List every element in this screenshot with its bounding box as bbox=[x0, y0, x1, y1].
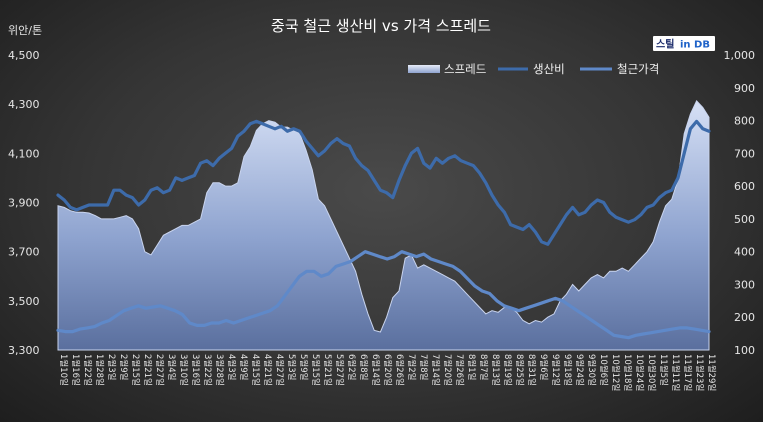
left-tick-label: 4,300 bbox=[8, 98, 40, 111]
logo-text-indb: in DB bbox=[680, 40, 710, 51]
x-tick-label: 5월27일 bbox=[334, 354, 345, 386]
x-tick-label: 10월24일 bbox=[634, 354, 645, 391]
x-tick-label: 4월3일 bbox=[226, 354, 237, 380]
right-tick-label: 900 bbox=[734, 82, 755, 95]
left-tick-label: 3,700 bbox=[8, 246, 40, 259]
x-tick-label: 5월21일 bbox=[322, 354, 333, 386]
logo-background bbox=[653, 36, 715, 51]
x-tick-label: 4월27일 bbox=[274, 354, 285, 386]
x-tick-label: 2월27일 bbox=[154, 354, 165, 386]
logo: 스틸 in DB bbox=[653, 36, 715, 51]
x-tick-label: 7월26일 bbox=[454, 354, 465, 386]
logo-text-steel: 스틸 bbox=[656, 38, 674, 51]
series-cost-line bbox=[56, 119, 711, 246]
x-tick-label: 8월13일 bbox=[490, 354, 501, 386]
x-tick-label: 7월2일 bbox=[406, 354, 417, 380]
x-tick-label: 3월4일 bbox=[166, 354, 177, 380]
x-tick-label: 3월10일 bbox=[178, 354, 189, 386]
right-tick-label: 300 bbox=[734, 278, 755, 291]
x-tick-label: 8월7일 bbox=[478, 354, 489, 380]
chart-title: 중국 철근 생산비 vs 가격 스프레드 bbox=[271, 17, 491, 35]
x-tick-label: 9월30일 bbox=[586, 354, 597, 386]
x-tick-label: 11월17일 bbox=[682, 354, 693, 391]
right-tick-label: 600 bbox=[734, 180, 755, 193]
x-tick-label: 11월11일 bbox=[670, 354, 681, 391]
x-axis: 1월10일 1월16일 1월22일 1월28일 2월3일 2월9일 2월15일 2월21일 2월… bbox=[58, 354, 717, 391]
x-tick-label: 9월6일 bbox=[538, 354, 549, 380]
x-tick-label: 11월5일 bbox=[658, 354, 669, 386]
x-tick-label: 10월6일 bbox=[598, 354, 609, 386]
right-tick-label: 100 bbox=[734, 344, 755, 357]
series-price-line bbox=[56, 250, 711, 340]
x-tick-label: 2월21일 bbox=[142, 354, 153, 386]
legend-label-price: 철근가격 bbox=[617, 62, 659, 76]
legend-item-cost: 생산비 bbox=[498, 62, 565, 76]
x-tick-label: 8월19일 bbox=[502, 354, 513, 386]
x-tick-label: 9월24일 bbox=[574, 354, 585, 386]
x-tick-label: 7월8일 bbox=[418, 354, 429, 380]
plot-area bbox=[56, 100, 711, 351]
x-tick-label: 1월10일 bbox=[58, 354, 69, 386]
x-tick-label: 6월26일 bbox=[394, 354, 405, 386]
x-tick-label: 3월28일 bbox=[214, 354, 225, 386]
right-tick-label: 200 bbox=[734, 311, 755, 324]
x-tick-label: 6월2일 bbox=[346, 354, 357, 380]
legend-item-spread: 스프레드 bbox=[408, 62, 486, 76]
x-tick-label: 4월15일 bbox=[250, 354, 261, 386]
left-tick-label: 3,900 bbox=[8, 197, 40, 210]
right-tick-label: 500 bbox=[734, 213, 755, 226]
x-tick-label: 3월16일 bbox=[190, 354, 201, 386]
x-tick-label: 9월18일 bbox=[562, 354, 573, 386]
x-tick-label: 4월21일 bbox=[262, 354, 273, 386]
legend-label-cost: 생산비 bbox=[533, 62, 565, 76]
x-tick-label: 5월15일 bbox=[310, 354, 321, 386]
x-tick-label: 11월29일 bbox=[706, 354, 717, 391]
left-axis-unit: 위안/톤 bbox=[8, 24, 42, 37]
left-tick-label: 4,100 bbox=[8, 147, 40, 160]
x-tick-label: 8월1일 bbox=[466, 354, 477, 380]
left-tick-label: 4,500 bbox=[8, 49, 40, 62]
x-tick-label: 2월9일 bbox=[118, 354, 129, 380]
right-axis: 100 200 300 400 500 600 700 800 900 1,000 bbox=[724, 49, 756, 357]
left-axis: 3,300 3,500 3,700 3,900 4,100 4,300 4,500 bbox=[8, 49, 40, 357]
x-tick-label: 2월15일 bbox=[130, 354, 141, 386]
left-tick-label: 3,500 bbox=[8, 295, 40, 308]
x-tick-label: 4월9일 bbox=[238, 354, 249, 380]
right-tick-label: 400 bbox=[734, 246, 755, 259]
x-tick-label: 3월22일 bbox=[202, 354, 213, 386]
x-tick-label: 11월23일 bbox=[694, 354, 705, 391]
legend-swatch-spread bbox=[408, 65, 440, 73]
x-tick-label: 2월3일 bbox=[106, 354, 117, 380]
right-tick-label: 1,000 bbox=[724, 49, 756, 62]
x-tick-label: 6월20일 bbox=[382, 354, 393, 386]
x-tick-label: 7월20일 bbox=[442, 354, 453, 386]
x-tick-label: 1월22일 bbox=[82, 354, 93, 386]
x-tick-label: 6월8일 bbox=[358, 354, 369, 380]
right-tick-label: 700 bbox=[734, 147, 755, 160]
x-tick-label: 9월12일 bbox=[550, 354, 561, 386]
x-tick-label: 5월3일 bbox=[286, 354, 297, 380]
left-tick-label: 3,300 bbox=[8, 344, 40, 357]
legend-label-spread: 스프레드 bbox=[444, 62, 486, 76]
x-tick-label: 8월25일 bbox=[514, 354, 525, 386]
x-tick-label: 10월30일 bbox=[646, 354, 657, 391]
series-spread-area bbox=[57, 100, 710, 351]
legend: 스프레드 생산비 철근가격 bbox=[408, 62, 659, 76]
x-tick-label: 1월28일 bbox=[94, 354, 105, 386]
legend-item-price: 철근가격 bbox=[580, 62, 659, 76]
x-tick-label: 6월14일 bbox=[370, 354, 381, 386]
x-tick-label: 8월31일 bbox=[526, 354, 537, 386]
x-tick-label: 5월9일 bbox=[298, 354, 309, 380]
x-tick-label: 10월12일 bbox=[610, 354, 621, 391]
right-tick-label: 800 bbox=[734, 115, 755, 128]
x-tick-label: 1월16일 bbox=[70, 354, 81, 386]
x-tick-label: 10월18일 bbox=[622, 354, 633, 391]
x-tick-label: 7월14일 bbox=[430, 354, 441, 386]
